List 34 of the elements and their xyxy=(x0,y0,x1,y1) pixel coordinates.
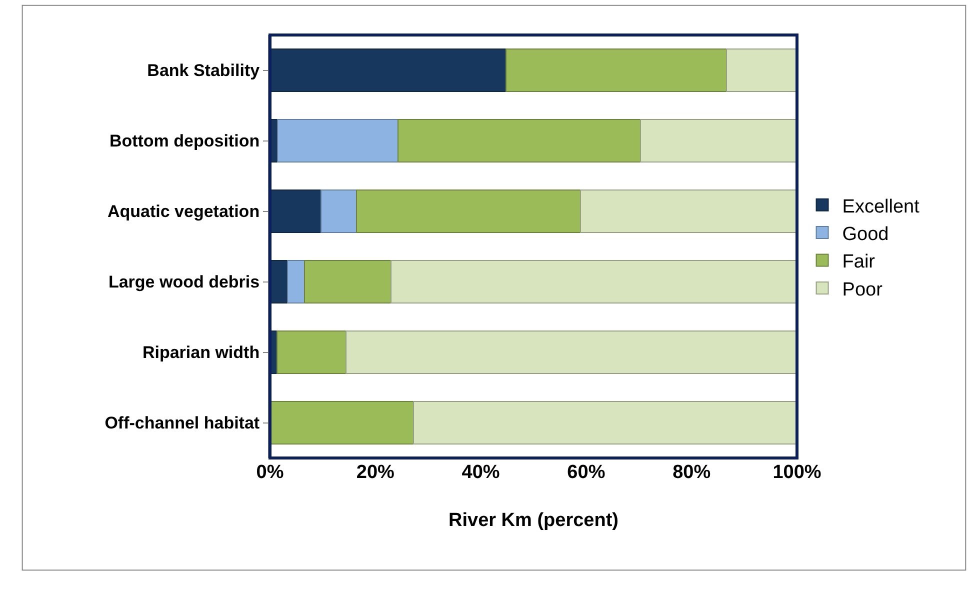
x-tick-label: 40% xyxy=(462,462,500,483)
bar xyxy=(412,401,797,444)
y-tick-label: Aquatic vegetation xyxy=(108,202,260,222)
bar xyxy=(286,260,305,304)
bar xyxy=(345,330,797,374)
bar xyxy=(304,260,392,304)
x-tick-label: 20% xyxy=(356,462,395,483)
bar xyxy=(506,48,727,92)
legend-label: Good xyxy=(842,224,889,245)
bar xyxy=(270,401,414,444)
bar xyxy=(270,48,507,92)
bar xyxy=(398,119,641,162)
bar xyxy=(320,190,357,233)
x-tick-label: 60% xyxy=(567,462,606,483)
bar xyxy=(580,190,797,233)
bar xyxy=(276,330,346,374)
x-tick-label: 0% xyxy=(256,462,284,483)
y-tick-label: Bank Stability xyxy=(147,61,260,80)
y-tick-label: Off-channel habitat xyxy=(104,414,260,433)
legend-label: Excellent xyxy=(842,196,920,218)
x-axis-title: River Km (percent) xyxy=(448,510,618,531)
x-tick-label: 100% xyxy=(772,462,822,483)
bar xyxy=(270,190,322,233)
y-tick-label: Large wood debris xyxy=(108,272,260,292)
legend-label: Poor xyxy=(842,279,884,300)
bar xyxy=(726,48,797,92)
legend-label: Fair xyxy=(842,252,876,273)
y-tick-label: Bottom deposition xyxy=(109,132,260,151)
bar xyxy=(276,119,399,162)
y-tick-label: Riparian width xyxy=(142,343,260,362)
x-tick-label: 80% xyxy=(672,462,711,483)
bar xyxy=(390,260,797,304)
bar xyxy=(640,119,797,162)
bar xyxy=(356,190,581,233)
